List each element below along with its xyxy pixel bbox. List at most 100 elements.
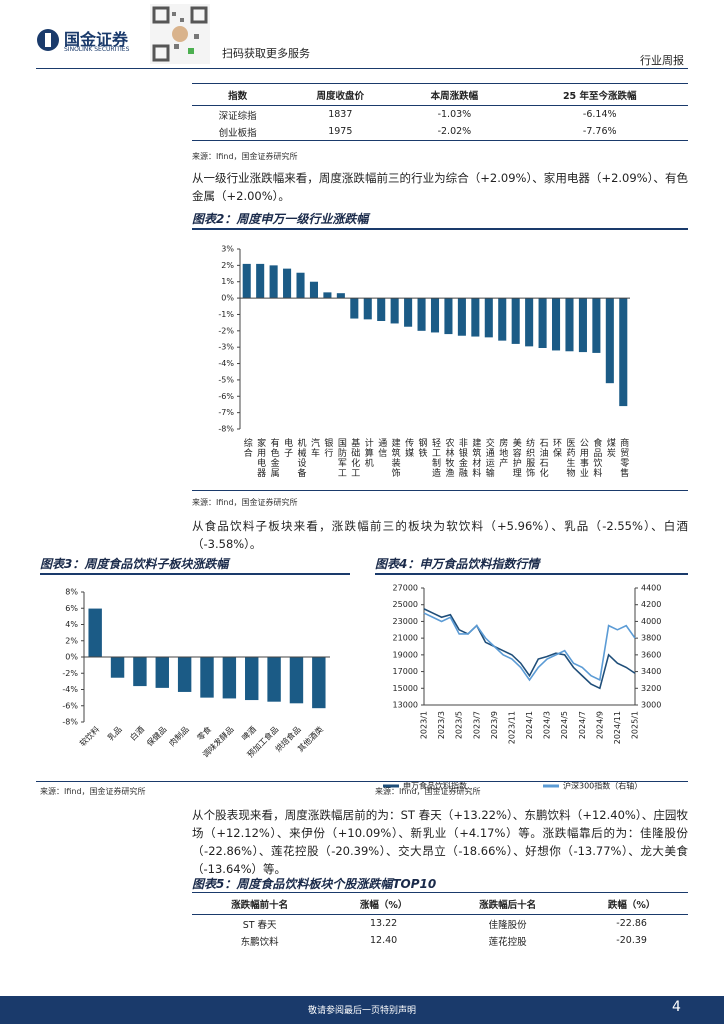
x-tick-label: 2023/7 [472,711,481,739]
x-tick-label: 计算机 [363,437,374,468]
x-tick-label: 肉制品 [167,724,191,748]
header-row: 指数 周度收盘价 本周涨跌幅 25 年至今涨跌幅 [192,83,688,106]
bar [538,298,547,348]
bar [256,263,265,299]
bar [471,298,480,337]
y-tick-label: 2% [65,636,78,645]
bar [200,657,214,698]
cell: 涨跌幅前十名 [192,892,328,915]
figure-title: 图表3：周度食品饮料子板块涨跌幅 [40,557,229,571]
cell: 涨幅（%） [327,892,440,915]
x-tick-label: 2024/9 [595,711,604,739]
qr-text: 扫码获取更多服务 [222,47,310,60]
x-tick-label: 纺织服饰 [524,437,535,478]
x-tick-label: 乳品 [105,724,123,742]
bar [498,298,507,341]
cell: -6.14% [582,109,617,120]
y-tick-label: -7% [218,408,234,417]
y-tick-label: 25000 [393,600,418,609]
y-tick-label: -4% [62,685,78,694]
y-tick-label: -2% [218,326,234,335]
bar [377,298,386,321]
bar [88,608,102,657]
bar [552,298,561,351]
bar [289,657,304,704]
cell: 本周涨跌幅 [397,83,512,106]
y-tick-label: 23000 [393,617,418,626]
cell: -22.86 [616,918,647,929]
y-tick-label: 4000 [641,617,661,626]
title-rule [375,573,688,575]
cell: 指数 [192,83,284,106]
x-tick-label: 食品饮料 [591,437,602,478]
title-rule [192,228,688,230]
x-tick-label: 汽车 [309,437,320,458]
bar [242,263,251,299]
x-tick-label: 医药生物 [564,438,575,478]
table: 指数 周度收盘价 本周涨跌幅 25 年至今涨跌幅 深证综指 1837 -1.03% -6.1… [192,83,688,140]
cell: -7.76% [582,126,617,137]
bar [133,657,147,687]
qr-code [150,4,210,64]
cell: ST 春天 [242,919,277,931]
y-tick-label: -6% [218,392,234,401]
x-tick-label: 2023/1 [420,711,429,739]
source-rule [36,781,688,782]
header-rule [36,68,688,69]
bar [269,265,278,299]
chart: 13000 15000 17000 19000 21000 23000 25000 27000… [383,584,661,791]
y-tick-label: -2% [62,669,78,678]
y-tick-label: -6% [62,701,78,710]
bar [177,657,192,692]
y-tick-label: 27000 [393,584,418,593]
y-tick-label: 3400 [641,667,661,676]
y-tick-label: 0% [221,294,234,303]
cell: 13.22 [370,918,398,929]
bar [155,657,169,688]
y-tick-label: 0% [65,653,78,662]
x-tick-label: 软饮料 [77,724,101,748]
bar [605,298,614,384]
x-tick-label: 石油石化 [538,438,549,478]
x-tick-label: 2024/3 [543,711,552,739]
x-tick-label: 美容护理 [511,437,522,478]
page-number: 4 [672,999,681,1015]
bar [110,657,125,678]
x-tick-label: 2024/5 [560,711,569,739]
bar [390,298,399,324]
x-tick-label: 2024/11 [613,711,622,744]
footer-bar [0,996,724,1024]
x-tick-label: 2023/3 [437,711,446,739]
title-rule [40,573,350,575]
figure-title: 图表5：周度食品饮料板块个股涨跌幅TOP10 [192,877,437,891]
y-tick-label: 19000 [393,650,418,659]
figure-title: 图表2：周度申万一级行业涨跌幅 [192,212,369,226]
y-tick-label: 13000 [393,701,418,710]
line-series [423,612,636,682]
source: 来源：Ifind，国金证券研究所 [192,152,298,161]
chart: -8% -7% -6% -5% -4% -3% -2% -1% 0% 1% 2% 3% 综合 家用电器 有色… [218,245,630,478]
x-tick-label: 综合 [242,437,253,458]
x-tick-label: 非银金融 [457,437,468,478]
row: ST 春天 13.22 佳隆股份 -22.86 [192,915,688,933]
y-tick-label: 21000 [393,634,418,643]
x-tick-label: 公用事业 [578,438,589,478]
y-tick-label: 4% [65,620,78,629]
cell: 东鹏饮料 [240,936,279,948]
x-tick-label: 2024/7 [578,711,587,739]
x-tick-label: 房地产 [497,437,508,468]
y-tick-label: 1% [221,277,234,286]
y-tick-label: 4200 [641,600,661,609]
cell: 25 年至今涨跌幅 [511,83,688,106]
cell: 跌幅（%） [575,892,688,915]
x-tick-label: 建筑装饰 [390,437,401,478]
x-tick-label: 保健品 [144,724,168,748]
cell: -2.02% [437,126,472,137]
y-tick-label: 3800 [641,634,661,643]
logo-en: SINOLINK SECURITIES [64,46,130,53]
cell: -20.39 [616,935,647,946]
x-tick-label: 农林牧渔 [443,437,454,478]
x-tick-label: 啤酒 [240,724,258,742]
bar [283,268,292,299]
bar [619,298,628,407]
